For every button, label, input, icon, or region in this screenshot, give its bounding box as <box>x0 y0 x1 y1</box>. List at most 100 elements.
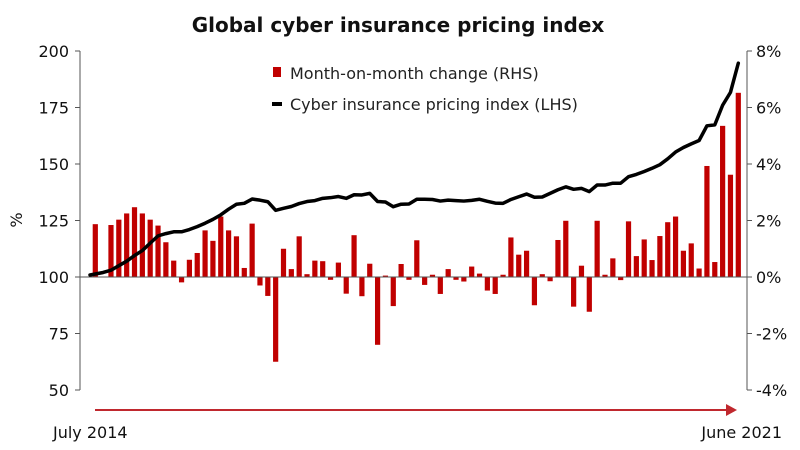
bar <box>312 260 318 277</box>
bar <box>320 261 326 277</box>
bar <box>226 230 232 277</box>
bar <box>680 250 687 277</box>
bar <box>523 250 530 277</box>
bar <box>571 277 577 307</box>
bar <box>649 260 655 277</box>
bar <box>367 263 373 277</box>
legend-line-swatch <box>272 102 282 106</box>
right-tick-label: -2% <box>756 325 787 344</box>
bar <box>406 277 412 280</box>
bar <box>422 277 428 285</box>
bar <box>210 240 216 277</box>
bar <box>618 277 624 281</box>
bar <box>625 221 632 277</box>
bar <box>445 269 451 277</box>
bar <box>735 92 741 277</box>
right-tick-label: 8% <box>756 42 781 61</box>
bar <box>202 230 208 277</box>
right-tick-label: 6% <box>756 99 781 118</box>
bar <box>390 277 396 307</box>
bar <box>516 254 522 277</box>
bar <box>469 266 475 277</box>
bar <box>155 225 161 277</box>
bar <box>351 235 357 277</box>
legend-line-label: Cyber insurance pricing index (LHS) <box>290 95 578 114</box>
right-tick-label: 2% <box>756 212 781 231</box>
bar <box>273 277 279 362</box>
bar <box>116 219 122 277</box>
bar <box>720 125 726 277</box>
bar <box>461 277 467 282</box>
chart-title: Global cyber insurance pricing index <box>192 13 605 37</box>
bar <box>547 277 553 282</box>
bar <box>335 262 341 277</box>
bar <box>586 277 592 312</box>
bar <box>727 174 734 277</box>
left-tick-label: 200 <box>38 42 69 61</box>
end-date-label: June 2021 <box>700 423 782 442</box>
bar <box>280 248 287 277</box>
left-tick-label: 50 <box>49 381 69 400</box>
left-tick-label: 125 <box>38 212 69 231</box>
bar <box>484 277 490 291</box>
left-axis: 200 175 150 125 100 75 50 <box>38 42 81 400</box>
bar <box>288 269 294 277</box>
bar <box>124 213 130 277</box>
bar <box>578 265 585 277</box>
bar <box>139 213 145 277</box>
bar <box>296 236 302 277</box>
bar <box>704 165 710 277</box>
left-tick-label: 175 <box>38 99 69 118</box>
bar <box>218 216 224 277</box>
bar <box>382 275 389 277</box>
right-tick-label: 0% <box>756 268 781 287</box>
bar <box>492 277 498 294</box>
left-tick-label: 100 <box>38 268 69 287</box>
start-date-label: July 2014 <box>52 423 128 442</box>
bar <box>241 267 247 277</box>
bar <box>429 274 436 277</box>
bar <box>178 277 185 283</box>
bar <box>539 274 545 277</box>
bar <box>265 277 271 296</box>
bar <box>641 239 647 277</box>
bar <box>688 243 694 277</box>
bar <box>163 242 169 277</box>
bar <box>672 216 679 277</box>
index-line <box>88 61 741 277</box>
bar <box>171 260 177 277</box>
bar <box>633 256 639 277</box>
bar <box>531 277 538 306</box>
bar <box>131 207 138 277</box>
left-tick-label: 75 <box>49 325 69 344</box>
right-axis: 8% 6% 4% 2% 0% -2% -4% <box>746 42 787 400</box>
timeline-arrow <box>95 404 737 416</box>
bar <box>696 268 702 277</box>
bar <box>92 224 98 277</box>
bar <box>194 252 200 277</box>
left-axis-label: % <box>7 212 26 227</box>
right-tick-label: -4% <box>756 381 787 400</box>
legend-bar-label: Month-on-month change (RHS) <box>290 64 539 83</box>
bar <box>500 274 506 277</box>
left-tick-label: 150 <box>38 155 69 174</box>
bar <box>233 236 240 277</box>
bar <box>712 262 718 277</box>
bar <box>665 222 671 277</box>
bar <box>257 277 263 286</box>
bar <box>453 277 459 280</box>
bar <box>343 277 349 294</box>
arrow-head-icon <box>726 404 737 416</box>
bar <box>610 258 616 277</box>
bar <box>594 220 600 277</box>
bar <box>398 264 404 277</box>
legend-bar-swatch <box>273 67 281 77</box>
bar <box>304 274 310 277</box>
bar <box>108 225 114 277</box>
bar <box>147 219 153 277</box>
right-tick-label: 4% <box>756 155 781 174</box>
bar <box>563 220 569 277</box>
bar <box>437 277 443 294</box>
bar <box>414 240 420 277</box>
